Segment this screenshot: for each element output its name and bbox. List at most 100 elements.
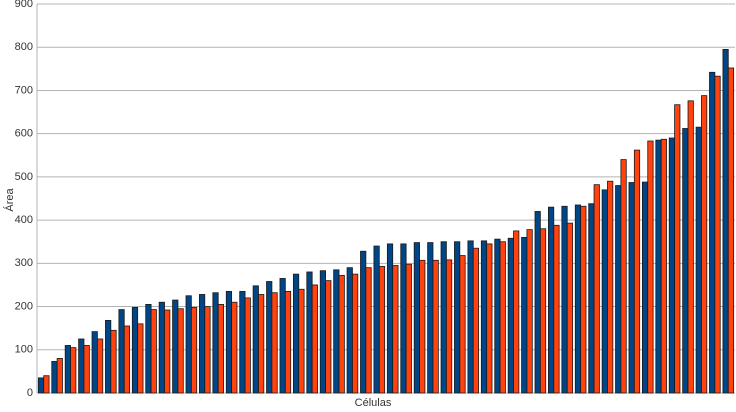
bar xyxy=(56,358,63,394)
bar xyxy=(298,288,305,394)
bar xyxy=(164,309,171,394)
bar xyxy=(212,292,219,394)
bar xyxy=(472,247,480,394)
bar xyxy=(252,285,259,394)
bar xyxy=(360,250,367,394)
bar xyxy=(709,71,716,394)
bar xyxy=(137,323,144,394)
bar xyxy=(352,273,359,394)
bar xyxy=(199,294,206,394)
bar xyxy=(258,294,265,394)
bar xyxy=(158,301,165,394)
bar xyxy=(413,242,420,394)
bar xyxy=(507,237,514,394)
bar xyxy=(292,273,300,394)
bar xyxy=(655,139,662,394)
bar xyxy=(539,228,547,394)
bar xyxy=(588,203,595,394)
bar xyxy=(722,48,729,394)
bar xyxy=(338,275,345,394)
bar xyxy=(454,241,461,394)
bar xyxy=(727,67,735,394)
bar xyxy=(118,309,125,394)
y-tick-label: 200 xyxy=(15,300,33,312)
bar xyxy=(427,242,434,394)
bar xyxy=(319,270,326,394)
bar xyxy=(83,345,90,394)
bar xyxy=(513,230,520,394)
bar xyxy=(647,140,654,394)
bar xyxy=(37,377,45,394)
bar xyxy=(110,329,117,394)
bar xyxy=(620,159,627,394)
bar xyxy=(548,206,555,394)
bar xyxy=(91,331,98,394)
bar xyxy=(674,104,681,394)
bar xyxy=(486,243,493,394)
bar xyxy=(494,238,501,394)
y-axis-label: Área xyxy=(3,188,16,212)
bar xyxy=(432,259,439,394)
y-tick-label: 700 xyxy=(15,84,33,96)
bar xyxy=(553,224,560,394)
bar xyxy=(150,309,157,394)
bar xyxy=(177,308,184,394)
bar xyxy=(217,303,224,394)
bar xyxy=(185,295,192,394)
bar xyxy=(204,306,211,394)
bar xyxy=(239,291,246,394)
bar xyxy=(325,280,332,394)
bar xyxy=(534,211,541,394)
bar xyxy=(695,126,702,394)
bar xyxy=(641,181,649,394)
bar xyxy=(365,267,372,394)
y-tick-label: 300 xyxy=(15,257,33,269)
bar xyxy=(400,243,407,394)
bar xyxy=(593,184,600,394)
bar xyxy=(574,204,582,394)
bar xyxy=(633,149,641,394)
bar xyxy=(701,95,708,394)
bar xyxy=(440,241,447,394)
bar xyxy=(687,100,694,394)
bar xyxy=(561,205,568,394)
bar xyxy=(105,319,112,394)
bar xyxy=(499,241,506,394)
bar xyxy=(271,292,278,394)
bar xyxy=(601,189,608,394)
bar xyxy=(333,269,340,394)
bar xyxy=(244,297,251,394)
bar xyxy=(660,138,667,394)
bar xyxy=(311,284,318,394)
bar xyxy=(131,307,139,394)
y-tick-label: 600 xyxy=(15,128,33,140)
bar xyxy=(43,375,50,394)
bar xyxy=(225,291,233,394)
bar xyxy=(682,128,689,394)
bar xyxy=(231,301,238,394)
bar xyxy=(306,271,313,394)
bar xyxy=(526,229,533,394)
bar xyxy=(378,265,386,394)
y-tick-label: 900 xyxy=(15,0,33,10)
bar xyxy=(628,182,635,394)
bar xyxy=(714,75,721,394)
bar xyxy=(446,259,453,394)
x-axis-label: Células xyxy=(355,397,392,407)
bar xyxy=(51,361,58,394)
bar xyxy=(386,243,394,394)
bar xyxy=(78,338,85,394)
y-tick-label: 0 xyxy=(27,387,33,399)
bar xyxy=(480,240,488,394)
y-tick-label: 500 xyxy=(15,171,33,183)
bar xyxy=(521,236,528,394)
bar xyxy=(123,325,131,394)
bar xyxy=(467,240,474,394)
bar xyxy=(284,291,292,394)
bar xyxy=(459,255,466,394)
bar xyxy=(97,338,104,394)
bar xyxy=(668,137,675,394)
y-tick-label: 400 xyxy=(15,214,33,226)
bar xyxy=(190,307,198,394)
bar xyxy=(279,278,286,394)
